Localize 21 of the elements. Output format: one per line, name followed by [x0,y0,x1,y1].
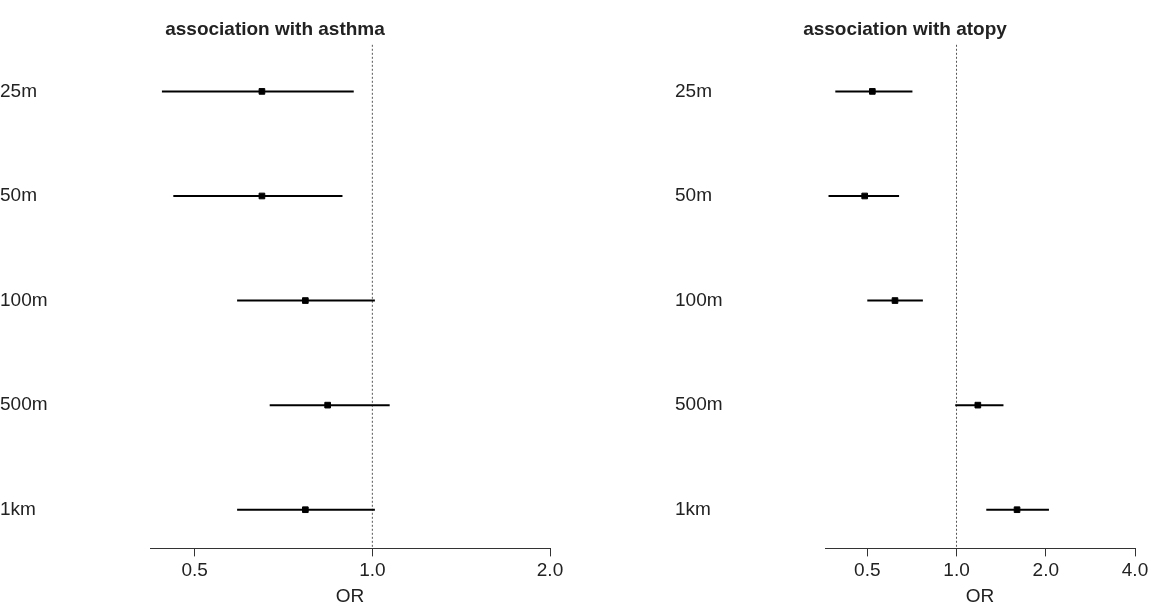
x-tick-label: 1.0 [359,559,386,581]
y-tick-label: 25m [675,79,712,101]
x-axis-title: OR [335,584,365,606]
chart-title: association with asthma [165,17,386,39]
chart-title: association with atopy [803,17,1008,39]
x-tick-label: 1.0 [943,559,970,581]
y-tick-label: 100m [675,288,723,310]
y-tick-label: 500m [675,393,723,415]
x-tick-label: 0.5 [181,559,208,581]
y-tick-label: 50m [0,184,37,206]
y-tick-label: 1km [675,497,711,519]
y-tick-label: 50m [675,184,712,206]
x-tick-label: 2.0 [1032,559,1059,581]
y-tick-label: 25m [0,79,37,101]
y-tick-label: 100m [0,288,48,310]
x-tick-label: 4.0 [1121,559,1149,581]
x-tick-label: 2.0 [536,559,564,581]
y-tick-label: 500m [0,393,48,415]
y-tick-label: 1km [0,497,36,519]
x-tick-label: 0.5 [854,559,881,581]
x-axis-title: OR [965,584,995,606]
